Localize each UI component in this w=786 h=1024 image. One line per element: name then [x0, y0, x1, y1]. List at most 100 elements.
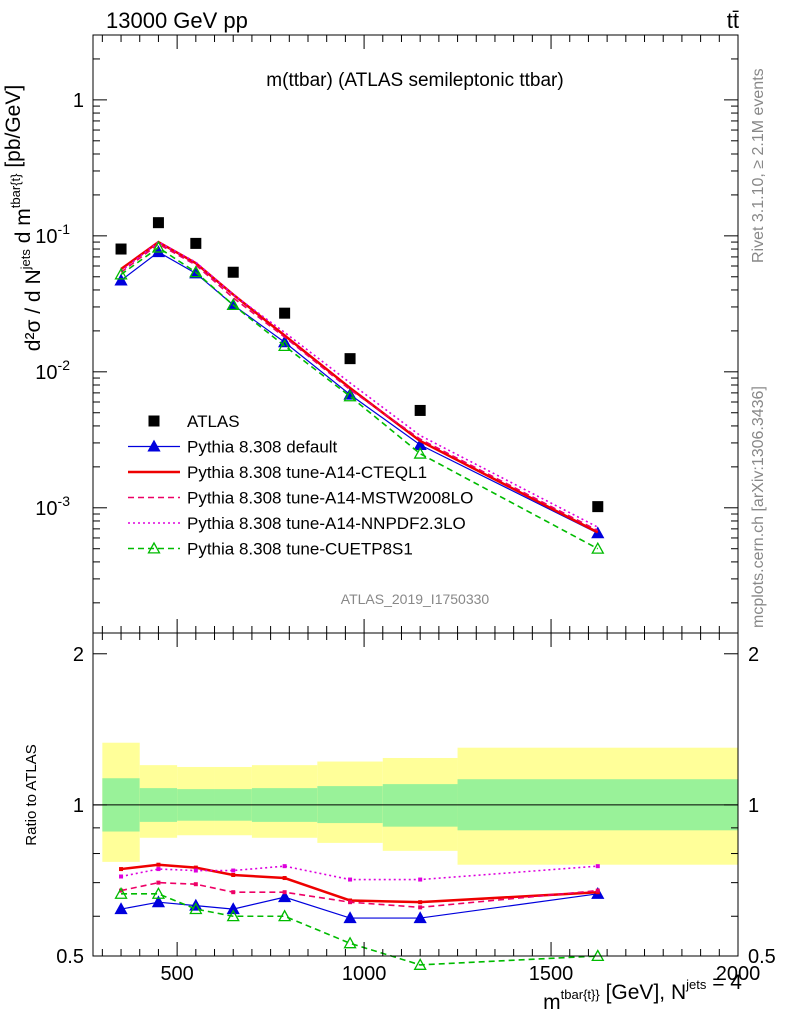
- main-series-line: [120, 246, 599, 550]
- ratio-plot-panel: 0.5 0.5 1 1 2 2 500 1000 1500 2000 Ratio to ATLAS…: [23, 632, 776, 1014]
- ratio-data-point: [595, 888, 600, 893]
- ratio-y-axis-ticks: [93, 653, 738, 957]
- ratio-data-point: [193, 865, 198, 870]
- legend-label: Pythia 8.308 tune-A14-CTEQL1: [187, 463, 427, 482]
- ratio-data-point: [119, 888, 124, 893]
- ratio-data-point: [413, 911, 427, 924]
- ratio-data-point: [595, 864, 600, 869]
- main-data-point: [591, 541, 605, 554]
- mcplots-credit-label: mcplots.cern.ch [arXiv:1306.3436]: [750, 386, 767, 628]
- ratio-data-point: [151, 886, 166, 899]
- ratio-y-tick-label-right: 0.5: [748, 946, 776, 968]
- main-plot-panel: 10-3 10-2 10-1 1 m(ttbar) (ATLAS semilepton…: [2, 34, 739, 634]
- main-data-point: [115, 243, 127, 255]
- ratio-data-point: [114, 886, 128, 899]
- main-series-line: [120, 251, 599, 534]
- main-data-point: [592, 501, 604, 513]
- ratio-data-point: [193, 868, 198, 873]
- ratio-data-point: [156, 880, 161, 885]
- main-data-point: [227, 266, 239, 278]
- ratio-data-point: [348, 900, 353, 905]
- main-data-series: [114, 217, 605, 554]
- ratio-data-point: [226, 902, 240, 915]
- ratio-data-point: [418, 905, 423, 910]
- main-y-tick-label: 10-1: [35, 221, 70, 248]
- legend-label: Pythia 8.308 tune-A14-MSTW2008LO: [187, 489, 473, 508]
- ratio-data-point: [151, 895, 166, 908]
- legend-label: Pythia 8.308 default: [187, 438, 338, 457]
- legend-marker: [147, 541, 161, 554]
- main-data-point: [344, 353, 356, 365]
- ratio-data-series: [114, 862, 605, 970]
- main-series-line: [120, 243, 599, 532]
- main-data-point: [114, 273, 128, 286]
- x-tick-label: 500: [160, 963, 193, 985]
- analysis-id-label: ATLAS_2019_I1750330: [341, 591, 490, 607]
- ratio-x-axis-ticks: [101, 633, 739, 956]
- ratio-y-axis-label: Ratio to ATLAS: [23, 744, 40, 845]
- ratio-series-3: [119, 864, 600, 882]
- main-data-point: [189, 265, 203, 278]
- main-series-5: [114, 240, 605, 554]
- ratio-data-point: [418, 900, 423, 905]
- ratio-y-tick-label-right: 1: [748, 795, 759, 817]
- ratio-data-point: [418, 877, 423, 882]
- process-label: tt̄: [727, 8, 739, 33]
- ratio-data-point: [343, 911, 357, 924]
- main-series-2: [120, 240, 599, 534]
- ratio-series-2: [119, 880, 600, 910]
- x-axis-label: mtbar{t}} [GeV], Njets = 4: [543, 971, 742, 1014]
- main-series-line: [120, 240, 599, 534]
- main-data-point: [278, 339, 292, 351]
- ratio-y-tick-label-left: 1: [73, 795, 84, 817]
- ratio-data-point: [282, 864, 287, 869]
- main-y-tick-label: 1: [73, 90, 84, 112]
- ratio-data-point: [114, 902, 128, 915]
- ratio-data-point: [226, 909, 240, 922]
- main-data-point: [279, 307, 291, 319]
- ratio-data-point: [282, 876, 287, 881]
- legend-label: ATLAS: [187, 412, 240, 431]
- main-data-point: [413, 446, 427, 459]
- legend-label: Pythia 8.308 tune-A14-NNPDF2.3LO: [187, 514, 466, 533]
- main-y-tick-label: 10-2: [35, 357, 70, 384]
- ratio-data-point: [119, 874, 124, 879]
- main-y-tick-labels: 10-3 10-2 10-1 1: [35, 90, 84, 520]
- ratio-data-point: [278, 890, 292, 903]
- main-series-0: [115, 217, 604, 513]
- ratio-data-point: [278, 909, 292, 922]
- x-tick-label: 2000: [716, 963, 761, 985]
- ratio-data-point: [119, 867, 124, 872]
- ratio-data-point: [231, 890, 236, 895]
- ratio-series-4: [114, 886, 605, 970]
- ratio-data-point: [343, 936, 357, 949]
- main-series-4: [120, 241, 599, 528]
- ratio-y-tick-label-right: 2: [748, 644, 759, 666]
- main-x-axis-ticks: [101, 35, 739, 633]
- legend-marker: [147, 439, 161, 452]
- ratio-data-point: [231, 868, 236, 873]
- ratio-series-0: [114, 886, 605, 924]
- main-data-point: [114, 267, 128, 280]
- ratio-tick-labels: 0.5 0.5 1 1 2 2 500 1000 1500 2000: [56, 644, 776, 985]
- main-y-tick-label: 10-3: [35, 493, 70, 520]
- legend-label: Pythia 8.308 tune-CUETP8S1: [187, 540, 413, 559]
- ratio-series-line: [120, 893, 598, 919]
- main-data-point: [190, 237, 202, 249]
- legend-marker: [148, 415, 160, 427]
- energy-label: 13000 GeV pp: [106, 8, 248, 33]
- ratio-plot-frame: [92, 632, 739, 957]
- ratio-data-point: [193, 882, 198, 887]
- x-tick-label: 1000: [342, 963, 387, 985]
- ratio-y-tick-label-left: 2: [73, 644, 84, 666]
- main-data-point: [152, 217, 164, 229]
- ratio-data-point: [189, 902, 203, 915]
- ratio-data-point: [282, 890, 287, 895]
- x-tick-label: 1500: [529, 963, 574, 985]
- main-series-line: [120, 241, 599, 528]
- main-data-point: [591, 526, 605, 539]
- ratio-series-line: [120, 881, 598, 909]
- ratio-data-point: [591, 949, 605, 962]
- main-series-3: [120, 243, 599, 532]
